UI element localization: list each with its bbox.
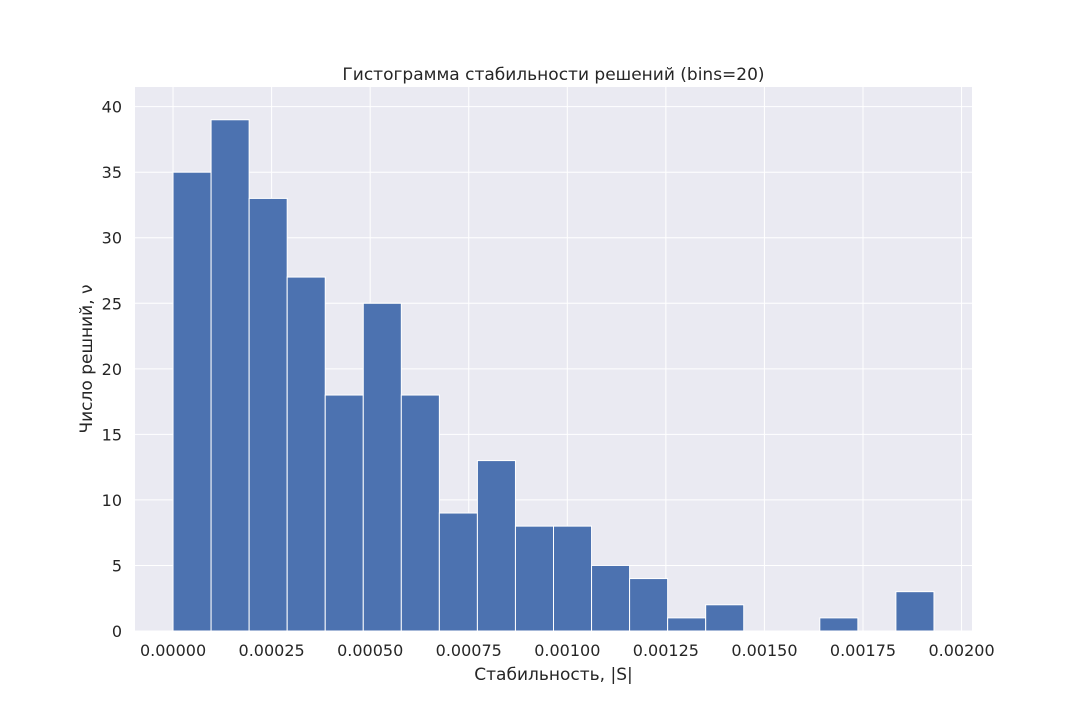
chart-title: Гистограмма стабильности решений (bins=2…: [342, 65, 764, 85]
y-tick-labels: 0 5 10 15 20 25 30 35 40: [102, 98, 122, 641]
y-tick-label: 20: [102, 360, 122, 379]
histogram-bar: [514, 525, 554, 632]
x-axis-label: Стабильность, |S|: [474, 665, 632, 685]
histogram-bar: [553, 525, 593, 632]
x-tick-label: 0.00075: [436, 641, 502, 660]
y-tick-label: 10: [102, 491, 122, 510]
histogram-bar: [286, 276, 326, 632]
histogram-bar: [819, 617, 859, 632]
histogram-bar: [438, 512, 478, 632]
histogram-bar: [629, 578, 669, 632]
histogram-bar: [667, 617, 707, 632]
y-tick-label: 0: [112, 622, 122, 641]
histogram-bar: [362, 302, 402, 632]
x-tick-label: 0.00200: [928, 641, 994, 660]
x-tick-label: 0.00025: [239, 641, 305, 660]
x-tick-label: 0.00000: [140, 641, 206, 660]
y-axis-label: Число решний, ν: [77, 284, 97, 433]
histogram-bar: [476, 460, 516, 632]
histogram-bar: [400, 394, 440, 632]
y-tick-label: 30: [102, 229, 122, 248]
y-tick-label: 5: [112, 556, 122, 575]
x-tick-label: 0.00175: [830, 641, 896, 660]
histogram-bar: [591, 564, 631, 632]
x-tick-label: 0.00050: [337, 641, 403, 660]
histogram-bar: [210, 119, 250, 632]
x-tick-label: 0.00150: [731, 641, 797, 660]
histogram-bars: [172, 119, 935, 632]
y-tick-label: 15: [102, 425, 122, 444]
x-tick-label: 0.00100: [534, 641, 600, 660]
x-tick-label: 0.00125: [633, 641, 699, 660]
histogram-bar: [172, 171, 212, 632]
histogram-bar: [248, 197, 288, 632]
y-tick-label: 40: [102, 98, 122, 117]
x-tick-labels: 0.00000 0.00025 0.00050 0.00075 0.00100 0.001…: [140, 641, 995, 660]
histogram-bar: [895, 591, 935, 632]
y-tick-label: 35: [102, 163, 122, 182]
histogram-bar: [324, 394, 364, 632]
y-tick-label: 25: [102, 294, 122, 313]
histogram-bar: [705, 604, 745, 632]
